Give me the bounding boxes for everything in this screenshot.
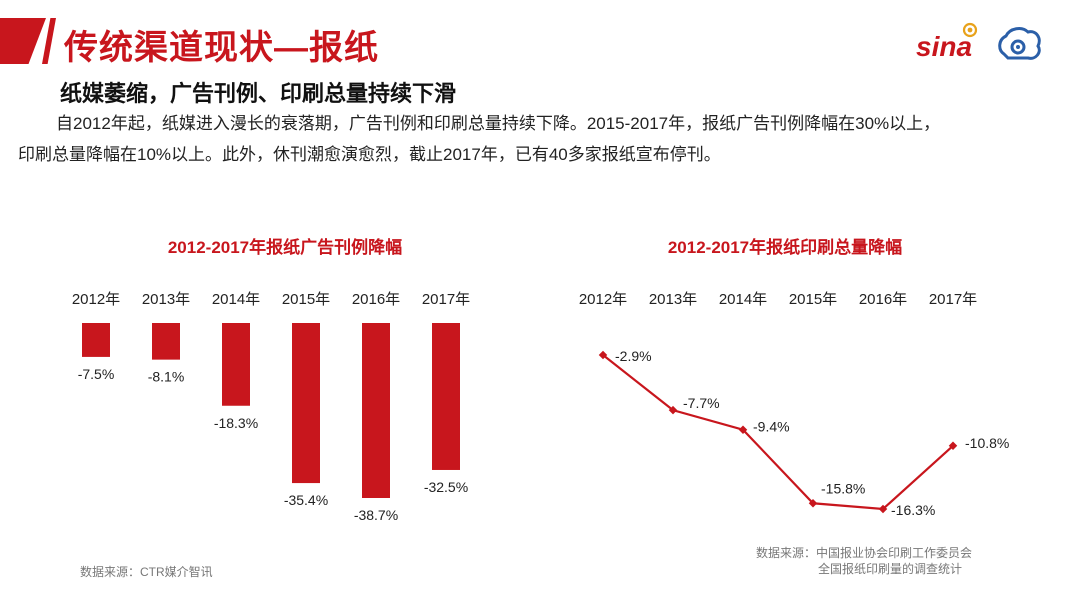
bar-data-label: -38.7% (354, 507, 398, 523)
subtitle: 纸媒萎缩，广告刊例、印刷总量持续下滑 (60, 81, 457, 106)
bar-data-label: -18.3% (214, 415, 258, 431)
bar-chart-title: 2012-2017年报纸广告刊例降幅 (167, 238, 403, 257)
line-chart-source-line-1: 数据来源：中国报业协会印刷工作委员会 (756, 546, 973, 560)
line-point-6 (948, 441, 958, 451)
line-x-tick-label: 2014年 (719, 291, 767, 308)
bar-x-tick-label: 2012年 (72, 291, 120, 308)
line-chart-title: 2012-2017年报纸印刷总量降幅 (667, 238, 903, 257)
bar-data-label: -8.1% (148, 369, 185, 385)
line-data-label: -2.9% (615, 348, 652, 364)
line-data-label: -10.8% (965, 435, 1009, 451)
bar-x-tick-label: 2013年 (142, 291, 190, 308)
line-x-tick-label: 2013年 (649, 291, 697, 308)
line-point-4 (808, 499, 818, 508)
line-point-2 (668, 405, 678, 415)
line-data-label: -16.3% (891, 502, 935, 518)
bar-1 (82, 323, 110, 357)
line-point-3 (738, 425, 748, 434)
line-series (602, 354, 954, 511)
body-text: 自2012年起，纸媒进入漫长的衰落期，广告刊例和印刷总量持续下降。2015-20… (18, 108, 1018, 170)
bar-3 (222, 323, 250, 406)
line-data-label: -7.7% (683, 395, 720, 411)
bar-x-tick-label: 2014年 (212, 291, 260, 308)
line-point-5 (878, 504, 888, 514)
bar-6 (432, 323, 460, 470)
bar-data-label: -35.4% (284, 492, 328, 508)
line-x-tick-label: 2016年 (859, 291, 907, 308)
bar-data-label: -32.5% (424, 479, 468, 495)
page-title: 传统渠道现状—报纸 (64, 29, 379, 67)
line-x-tick-label: 2012年 (579, 291, 627, 308)
line-data-label: -9.4% (753, 419, 790, 435)
sina-logo-text: sina (916, 31, 972, 62)
bar-2 (152, 323, 180, 360)
line-chart-source-line-2: 全国报纸印刷量的调查统计 (818, 562, 963, 576)
line-point-1 (598, 350, 608, 360)
weibo-logo (998, 27, 1041, 60)
bar-x-tick-label: 2016年 (352, 291, 400, 308)
line-x-tick-label: 2017年 (929, 291, 977, 308)
body-line-1: 自2012年起，纸媒进入漫长的衰落期，广告刊例和印刷总量持续下降。2015-20… (56, 114, 941, 133)
bar-chart-source: 数据来源：CTR媒介智讯 (80, 565, 213, 579)
bar-x-tick-label: 2015年 (282, 291, 330, 308)
line-chart-source: 数据来源：中国报业协会印刷工作委员会 全国报纸印刷量的调查统计 (756, 545, 972, 577)
title-bar: 传统渠道现状—报纸 (0, 18, 1080, 67)
line-x-tick-label: 2015年 (789, 291, 837, 308)
sina-logo: sina (916, 22, 978, 62)
bar-4 (292, 323, 320, 484)
bar-data-label: -7.5% (78, 366, 115, 382)
bar-x-tick-label: 2017年 (422, 291, 470, 308)
body-line-2: 印刷总量降幅在10%以上。此外，休刊潮愈演愈烈，截止2017年，已有40多家报纸… (18, 145, 721, 164)
line-data-label: -15.8% (821, 480, 865, 496)
bar-5 (362, 323, 390, 498)
